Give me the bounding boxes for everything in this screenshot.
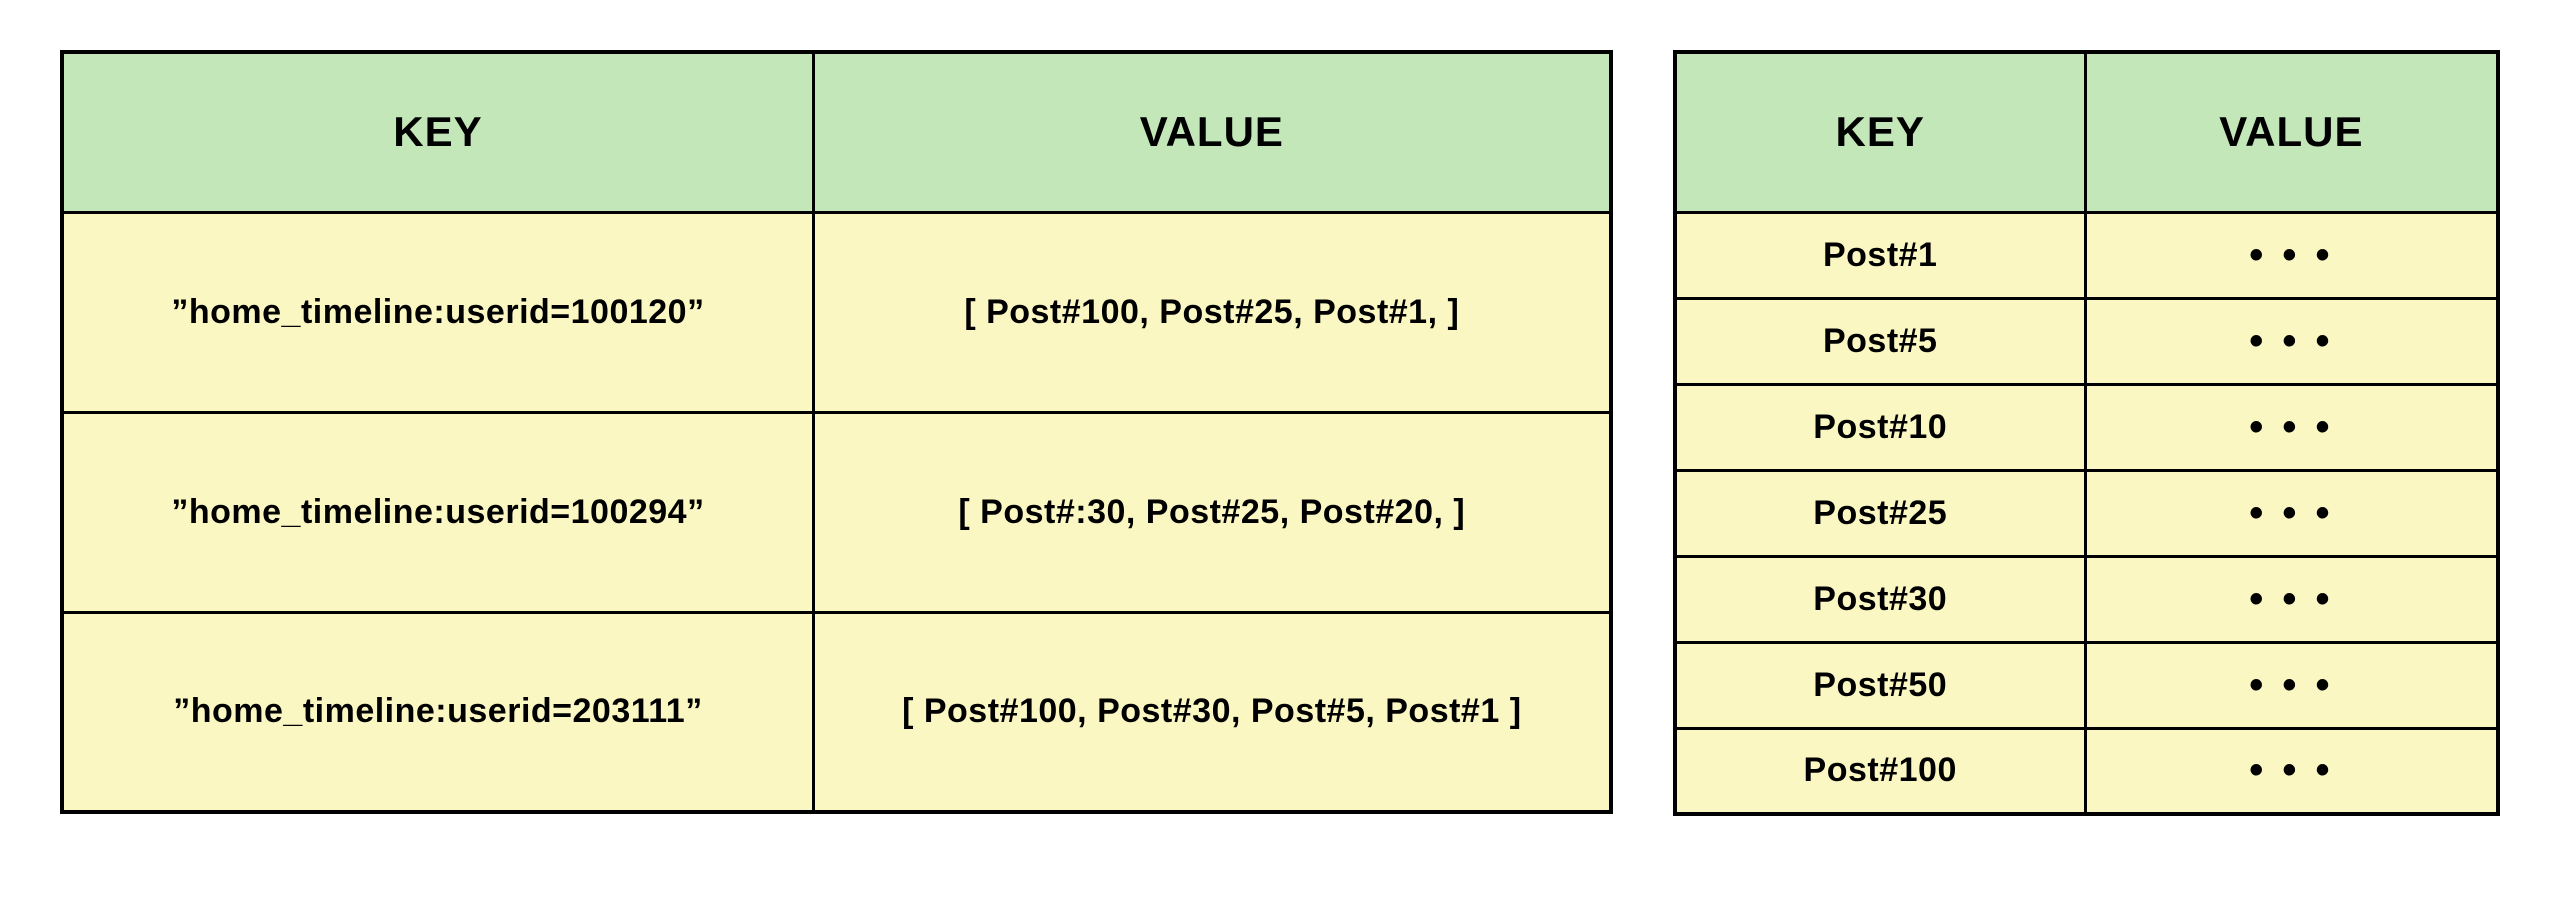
table-row: Post#25 • • • — [1675, 470, 2498, 556]
table-row: ”home_timeline:userid=100294” [ Post#:30… — [62, 412, 1611, 612]
cell-key: Post#5 — [1675, 298, 2086, 384]
cell-key: Post#30 — [1675, 556, 2086, 642]
cell-value: • • • — [2085, 642, 2498, 728]
cell-key: ”home_timeline:userid=100120” — [62, 212, 813, 412]
cell-key: ”home_timeline:userid=203111” — [62, 612, 813, 812]
cell-value: • • • — [2085, 728, 2498, 814]
table-row: Post#30 • • • — [1675, 556, 2498, 642]
table-row: ”home_timeline:userid=100120” [ Post#100… — [62, 212, 1611, 412]
cell-value: [ Post#100, Post#30, Post#5, Post#1 ] — [813, 612, 1610, 812]
table-row: Post#5 • • • — [1675, 298, 2498, 384]
column-header-value: VALUE — [2085, 52, 2498, 212]
cell-value: • • • — [2085, 298, 2498, 384]
timeline-cache-table: KEY VALUE ”home_timeline:userid=100120” … — [60, 50, 1613, 814]
cell-value: • • • — [2085, 212, 2498, 298]
cell-value: • • • — [2085, 470, 2498, 556]
table-header-row: KEY VALUE — [1675, 52, 2498, 212]
cell-value: [ Post#:30, Post#25, Post#20, ] — [813, 412, 1610, 612]
cell-value: • • • — [2085, 384, 2498, 470]
table-row: Post#10 • • • — [1675, 384, 2498, 470]
column-header-value: VALUE — [813, 52, 1610, 212]
column-header-key: KEY — [1675, 52, 2086, 212]
post-store-table: KEY VALUE Post#1 • • • Post#5 • • • Post… — [1673, 50, 2500, 816]
cell-value: [ Post#100, Post#25, Post#1, ] — [813, 212, 1610, 412]
cell-key: ”home_timeline:userid=100294” — [62, 412, 813, 612]
table-row: ”home_timeline:userid=203111” [ Post#100… — [62, 612, 1611, 812]
cell-key: Post#50 — [1675, 642, 2086, 728]
cell-key: Post#1 — [1675, 212, 2086, 298]
table-row: Post#1 • • • — [1675, 212, 2498, 298]
table-row: Post#50 • • • — [1675, 642, 2498, 728]
cell-value: • • • — [2085, 556, 2498, 642]
table-header-row: KEY VALUE — [62, 52, 1611, 212]
column-header-key: KEY — [62, 52, 813, 212]
cell-key: Post#100 — [1675, 728, 2086, 814]
table-row: Post#100 • • • — [1675, 728, 2498, 814]
cell-key: Post#10 — [1675, 384, 2086, 470]
diagram-root: KEY VALUE ”home_timeline:userid=100120” … — [0, 0, 2560, 866]
cell-key: Post#25 — [1675, 470, 2086, 556]
